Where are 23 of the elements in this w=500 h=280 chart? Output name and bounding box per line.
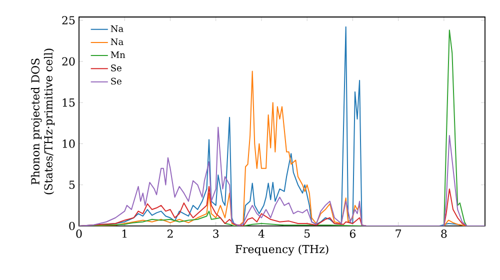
- line-series: [79, 126, 485, 226]
- x-tick-label: 4: [258, 230, 264, 238]
- x-tick-label: 2: [167, 230, 173, 238]
- x-tick-label: 3: [213, 230, 219, 238]
- y-tick-label: 5: [69, 180, 75, 189]
- x-tick-label: 6: [350, 230, 356, 238]
- x-tick-label: 7: [396, 230, 402, 238]
- x-tick-label: 8: [441, 230, 447, 238]
- y-tick-label: 0: [69, 222, 75, 230]
- legend-label: Mn: [110, 52, 126, 58]
- legend-label: Na: [110, 25, 124, 32]
- y-axis-title: Phonon projected DOS (States/THz·primitive cell): [30, 48, 55, 194]
- legend-label: Na: [110, 38, 124, 46]
- y-tick-label: 10: [62, 140, 75, 148]
- y-tick-label: 20: [62, 57, 75, 66]
- legend-label: Se: [111, 64, 122, 72]
- y-tick-label: 25: [62, 16, 75, 24]
- y-tick-label: 15: [62, 98, 75, 107]
- x-tick-label: 5: [304, 230, 310, 238]
- legend-label: Se: [111, 78, 122, 85]
- x-tick-label: 1: [122, 230, 127, 238]
- x-tick-label: 0: [76, 230, 82, 238]
- x-axis-title: Frequency (THz): [235, 244, 328, 256]
